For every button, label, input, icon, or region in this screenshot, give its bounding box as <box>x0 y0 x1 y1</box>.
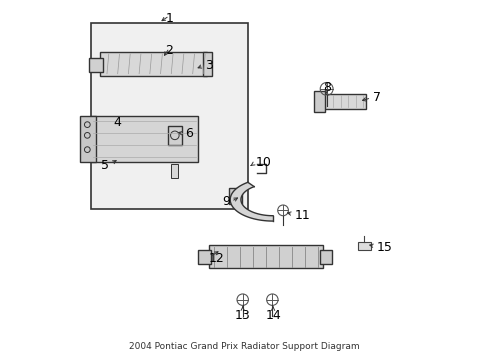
FancyBboxPatch shape <box>203 52 212 76</box>
FancyBboxPatch shape <box>198 249 210 264</box>
Text: 10: 10 <box>255 156 270 168</box>
FancyBboxPatch shape <box>319 249 331 264</box>
FancyBboxPatch shape <box>89 58 103 72</box>
Text: 5: 5 <box>101 159 108 172</box>
Polygon shape <box>230 182 272 221</box>
FancyBboxPatch shape <box>313 91 324 112</box>
FancyBboxPatch shape <box>91 116 198 162</box>
Text: 13: 13 <box>234 309 250 322</box>
FancyBboxPatch shape <box>208 245 323 269</box>
Text: 9: 9 <box>222 195 230 208</box>
Text: 2: 2 <box>165 44 173 57</box>
Text: 11: 11 <box>294 209 309 222</box>
FancyBboxPatch shape <box>323 94 365 109</box>
Text: 7: 7 <box>372 91 380 104</box>
FancyBboxPatch shape <box>171 164 178 178</box>
Text: 4: 4 <box>113 116 121 129</box>
Text: 8: 8 <box>322 81 330 94</box>
FancyBboxPatch shape <box>167 126 182 145</box>
FancyBboxPatch shape <box>80 116 96 162</box>
Text: 14: 14 <box>264 309 281 322</box>
Text: 15: 15 <box>376 241 392 255</box>
Text: 1: 1 <box>165 12 173 25</box>
Text: 2004 Pontiac Grand Prix Radiator Support Diagram: 2004 Pontiac Grand Prix Radiator Support… <box>129 342 359 351</box>
FancyBboxPatch shape <box>91 23 247 208</box>
Text: 12: 12 <box>208 252 224 265</box>
FancyBboxPatch shape <box>100 52 206 76</box>
FancyBboxPatch shape <box>229 188 242 204</box>
Text: 6: 6 <box>185 127 193 140</box>
Text: 3: 3 <box>205 59 213 72</box>
Bar <box>357 242 370 250</box>
